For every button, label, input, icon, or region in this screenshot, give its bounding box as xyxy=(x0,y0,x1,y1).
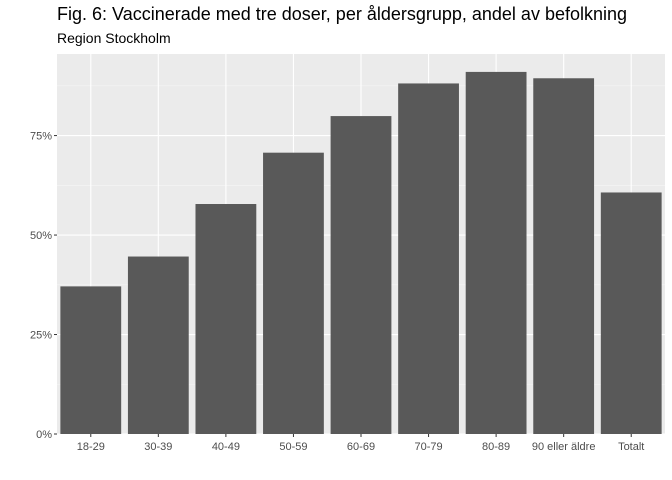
chart-subtitle: Region Stockholm xyxy=(57,30,171,46)
x-axis: 18-29 30-39 40-49 50-59 60-69 70-79 80-89 90 el… xyxy=(77,434,644,453)
y-axis: 0% 25% 50% 75% xyxy=(30,131,57,441)
chart-title: Fig. 6: Vaccinerade med tre doser, per å… xyxy=(57,4,628,24)
y-tick-label: 0% xyxy=(36,429,52,441)
y-tick-label: 75% xyxy=(30,131,52,143)
x-tick-label: 70-79 xyxy=(414,441,442,453)
x-tick-label: 30-39 xyxy=(144,441,172,453)
bar xyxy=(398,83,459,435)
bar xyxy=(465,71,527,434)
bar xyxy=(60,286,122,434)
x-tick-label: 80-89 xyxy=(482,441,510,453)
y-tick-label: 25% xyxy=(30,330,52,342)
bar xyxy=(533,78,595,435)
x-tick-label: 90 eller äldre xyxy=(532,441,596,453)
bar xyxy=(195,204,257,434)
bar xyxy=(127,256,189,434)
y-tick-label: 50% xyxy=(30,230,52,242)
x-tick-label: 50-59 xyxy=(279,441,307,453)
x-tick-label: 18-29 xyxy=(77,441,105,453)
x-tick-label: Totalt xyxy=(618,441,644,453)
bars xyxy=(60,71,662,435)
bar xyxy=(600,192,662,434)
bar xyxy=(330,116,392,434)
bar xyxy=(263,152,324,434)
x-tick-label: 60-69 xyxy=(347,441,375,453)
x-tick-label: 40-49 xyxy=(212,441,240,453)
